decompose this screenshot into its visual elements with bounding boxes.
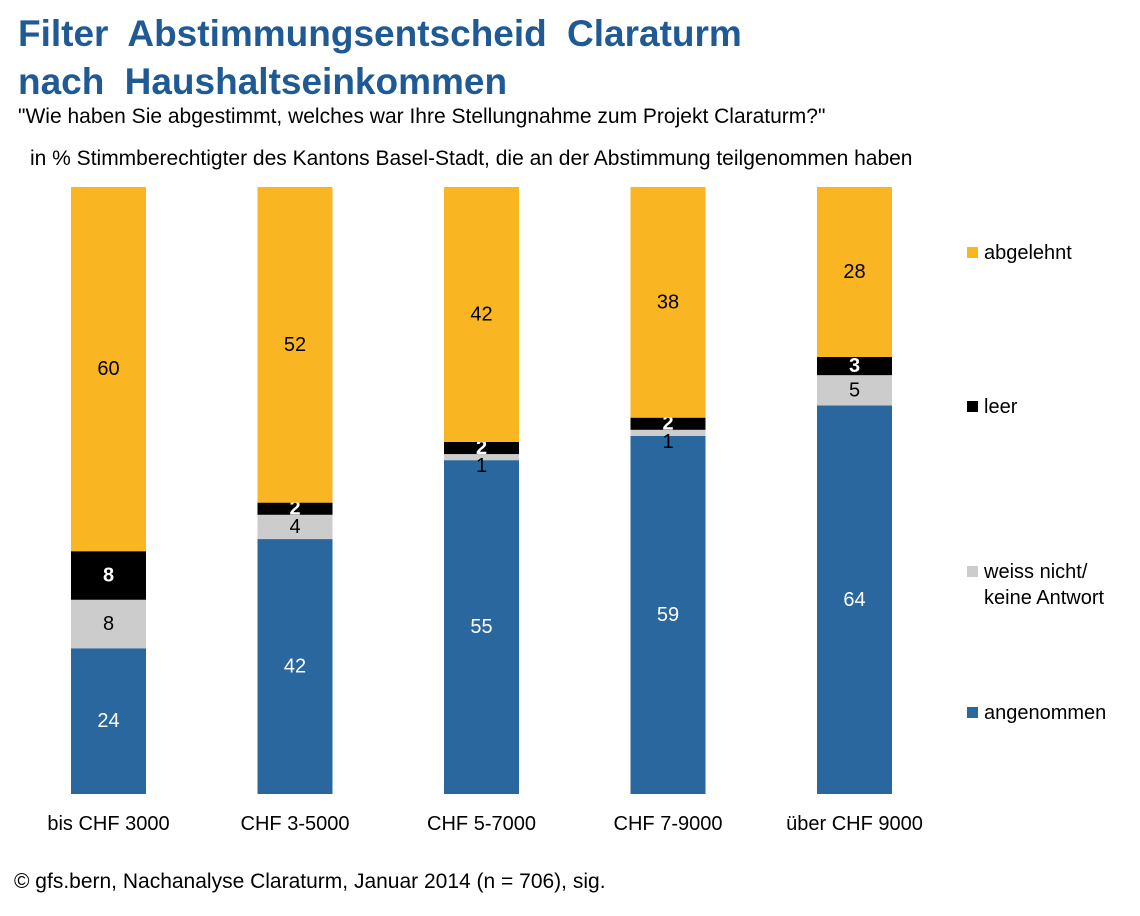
data-label: 2 — [662, 413, 673, 435]
chart-units-note: in % Stimmberechtigter des Kantons Basel… — [30, 147, 913, 170]
bar-segment-leer-2 — [257, 502, 333, 515]
data-label: 8 — [103, 613, 114, 635]
legend-swatch — [967, 566, 978, 577]
bar-segment-angenommen-1 — [71, 648, 146, 794]
x-tick-label: über CHF 9000 — [786, 813, 923, 835]
data-label: 5 — [849, 379, 860, 401]
bar-segment-leer-1 — [71, 551, 146, 600]
bar-segment-leer-5 — [817, 356, 892, 376]
chart-subtitle: "Wie haben Sie abgestimmt, welches war I… — [18, 105, 826, 128]
data-label: 1 — [476, 455, 487, 477]
legend-label: leer — [984, 396, 1018, 418]
bar-segment-weiss-nicht-1 — [71, 599, 146, 649]
bar-segment-angenommen-4 — [630, 435, 706, 794]
data-label: 60 — [97, 358, 119, 380]
legend-label: abgelehnt — [984, 242, 1072, 264]
x-tick-label: CHF 7-9000 — [614, 813, 723, 835]
data-label: 42 — [470, 303, 492, 325]
data-label: 2 — [476, 437, 487, 459]
bar-segment-abgelehnt-5 — [817, 187, 892, 357]
bar-segment-weiss-nicht-4 — [630, 429, 706, 436]
bar-segment-weiss-nicht-5 — [817, 375, 892, 406]
data-label: 3 — [849, 355, 860, 377]
bar-segment-weiss-nicht-2 — [257, 514, 333, 540]
data-label: 55 — [470, 616, 492, 638]
data-label: 24 — [97, 710, 119, 732]
data-label: 8 — [103, 564, 114, 586]
bar-segment-weiss-nicht-3 — [444, 454, 519, 461]
x-tick-label: CHF 5-7000 — [427, 813, 536, 835]
bar-segment-leer-4 — [630, 417, 706, 430]
bar-segment-leer-3 — [444, 441, 519, 455]
data-label: 2 — [289, 498, 300, 520]
bar-segment-angenommen-5 — [817, 405, 892, 794]
x-tick-label: CHF 3-5000 — [241, 813, 350, 835]
data-label: 28 — [843, 261, 865, 283]
data-label: 4 — [289, 516, 300, 538]
data-label: 1 — [662, 431, 673, 453]
legend-label: keine Antwort — [984, 587, 1105, 609]
chart-title-line-1: Filter Abstimmungsentscheid Claraturm — [18, 13, 742, 54]
x-tick-label: bis CHF 3000 — [47, 813, 169, 835]
legend-swatch — [967, 707, 978, 718]
source-footer: © gfs.bern, Nachanalyse Claraturm, Janua… — [14, 870, 606, 893]
data-label: 42 — [284, 656, 306, 678]
bar-segment-angenommen-3 — [444, 460, 519, 794]
chart-title: Filter Abstimmungsentscheid Claraturm na… — [18, 10, 742, 106]
data-label: 52 — [284, 334, 306, 356]
legend-swatch — [967, 247, 978, 258]
bar-segment-abgelehnt-2 — [257, 187, 333, 503]
chart-title-line-2: nach Haushaltseinkommen — [18, 61, 508, 102]
bar-segment-abgelehnt-4 — [630, 187, 706, 418]
legend-label: weiss nicht/ — [983, 561, 1088, 583]
legend-label: angenommen — [984, 702, 1106, 724]
data-label: 38 — [657, 291, 679, 313]
bar-segment-abgelehnt-1 — [71, 187, 146, 552]
data-label: 64 — [843, 589, 865, 611]
bar-segment-angenommen-2 — [257, 539, 333, 794]
bar-segment-abgelehnt-3 — [444, 187, 519, 442]
legend-swatch — [967, 401, 978, 412]
data-label: 59 — [657, 604, 679, 626]
